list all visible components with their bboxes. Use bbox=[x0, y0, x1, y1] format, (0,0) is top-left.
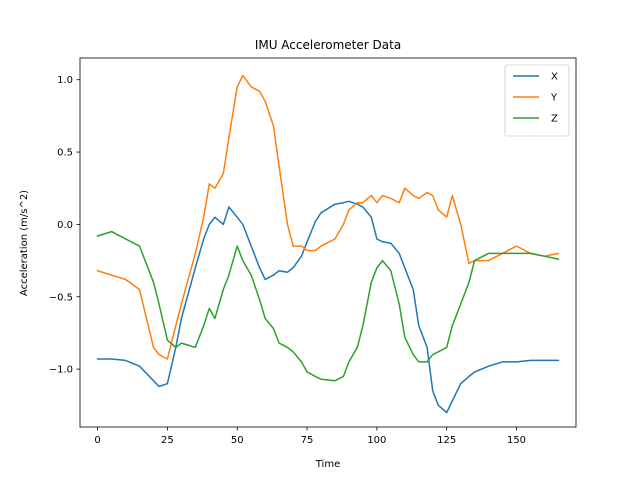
y-tick-label: −1.0 bbox=[49, 365, 73, 376]
x-tick-label: 0 bbox=[94, 435, 100, 446]
axes-frame bbox=[79, 57, 577, 428]
legend-label-x: X bbox=[551, 72, 558, 83]
series-line-x bbox=[96, 200, 560, 414]
x-tick-label: 125 bbox=[437, 435, 456, 446]
legend: XYZ bbox=[504, 64, 570, 137]
x-tick-label: 75 bbox=[301, 435, 314, 446]
x-axis-label: Time bbox=[315, 459, 340, 470]
x-tick-label: 150 bbox=[507, 435, 526, 446]
series-line-y bbox=[96, 74, 560, 360]
y-axis-label: Acceleration (m/s^2) bbox=[19, 190, 30, 296]
chart-title: IMU Accelerometer Data bbox=[255, 38, 401, 52]
y-tick-label: 1.0 bbox=[57, 75, 73, 86]
legend-label-y: Y bbox=[550, 93, 558, 104]
x-tick-label: 50 bbox=[231, 435, 244, 446]
y-tick-label: −0.5 bbox=[49, 292, 73, 303]
legend-label-z: Z bbox=[551, 114, 558, 125]
series-line-z bbox=[96, 230, 560, 382]
axes: 0 25 50 75 100 125 150 −1.0 −0.5 0.0 0.5 1.0 bbox=[49, 57, 577, 446]
x-tick-label: 25 bbox=[161, 435, 174, 446]
x-tick-label: 100 bbox=[367, 435, 386, 446]
y-tick-label: 0.0 bbox=[57, 220, 73, 231]
y-tick-label: 0.5 bbox=[57, 148, 73, 159]
plot-area bbox=[96, 74, 560, 414]
